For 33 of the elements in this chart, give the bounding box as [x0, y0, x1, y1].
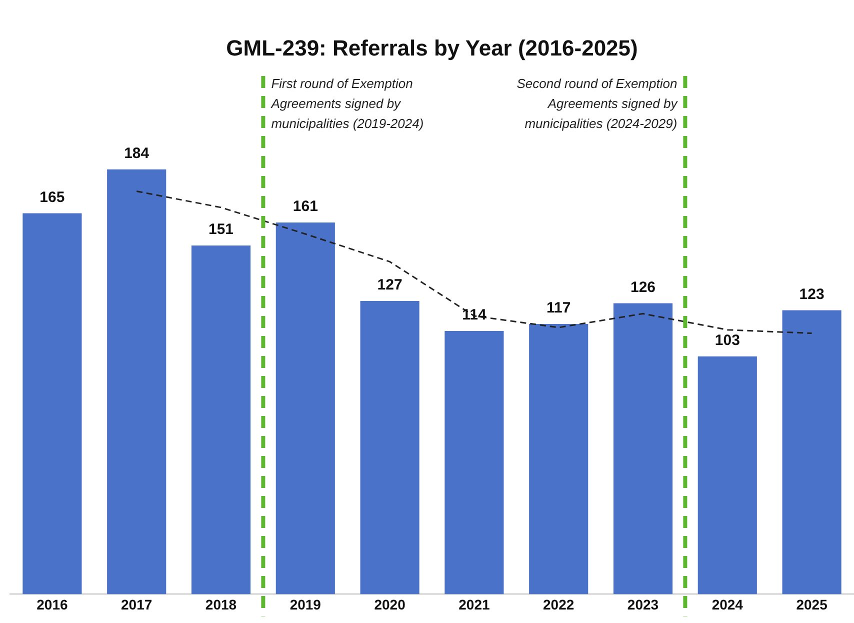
bar: [360, 300, 420, 594]
data-label: 127: [377, 276, 402, 294]
data-label: 165: [40, 188, 65, 206]
x-tick-label: 2018: [205, 596, 237, 612]
bar: [782, 310, 842, 594]
bar: [107, 169, 166, 594]
x-tick-label: 2023: [627, 596, 659, 612]
x-tick-label: 2017: [121, 596, 152, 612]
chart-title: GML-239: Referrals by Year (2016-2025): [226, 35, 638, 60]
x-tick-label: 2020: [374, 596, 406, 612]
bar: [613, 303, 673, 594]
data-label: 184: [124, 144, 150, 162]
data-label: 114: [462, 306, 487, 324]
data-label: 126: [630, 278, 656, 296]
bar: [191, 246, 251, 594]
bar: [529, 324, 588, 594]
x-tick-label: 2021: [458, 596, 490, 612]
ref-line-label: Second round of Exemption Agreements signed by municipalities (2024-2029): [516, 76, 679, 132]
data-label: 103: [714, 332, 740, 350]
x-tick-label: 2022: [543, 596, 574, 612]
data-label: 117: [546, 300, 571, 317]
x-tick-label: 2024: [712, 596, 744, 612]
x-tick-label: 2025: [796, 596, 828, 612]
ref-line-label: First round of Exemption Agreements signed by municipalities (2019-2024): [270, 76, 424, 132]
x-tick-label: 2016: [36, 596, 68, 612]
bar: [22, 213, 82, 594]
data-label: 161: [292, 198, 318, 216]
bar: [444, 330, 504, 594]
bar: [698, 356, 757, 594]
x-tick-label: 2019: [290, 596, 322, 612]
bar: [276, 222, 335, 594]
data-label: 151: [208, 221, 234, 238]
data-label: 123: [799, 286, 824, 303]
